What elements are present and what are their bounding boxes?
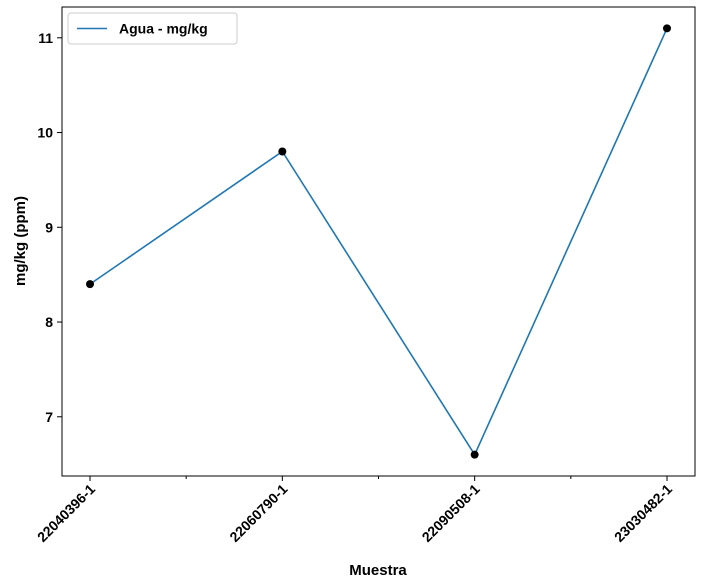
- data-point: [86, 280, 94, 289]
- data-point: [470, 450, 479, 459]
- data-points: [86, 24, 671, 459]
- x-tick-label: 22040396-1: [34, 481, 98, 545]
- x-tick-label: 22060790-1: [226, 481, 290, 545]
- y-tick-label: 10: [37, 125, 53, 141]
- y-tick-label: 7: [45, 409, 53, 425]
- x-tick-label: 23030482-1: [611, 481, 675, 545]
- y-tick-label: 9: [45, 219, 53, 235]
- legend: Agua - mg/kg: [67, 12, 238, 45]
- x-axis: 22040396-1 22060790-1 22090508-1 23030482-1: [34, 476, 675, 545]
- legend-label: Agua - mg/kg: [119, 21, 208, 37]
- data-point: [663, 24, 671, 33]
- y-axis: 7 8 9 10 11: [37, 30, 62, 425]
- y-axis-label: mg/kg (ppm): [12, 196, 29, 286]
- data-point: [278, 147, 287, 156]
- x-tick-label: 22090508-1: [419, 481, 483, 545]
- y-tick-label: 11: [38, 30, 53, 46]
- y-tick-label: 8: [45, 314, 53, 330]
- series-line-agua: [89, 27, 668, 457]
- plot-area: [61, 6, 696, 477]
- legend-box: [67, 12, 238, 45]
- x-axis-label: Muestra: [349, 562, 407, 579]
